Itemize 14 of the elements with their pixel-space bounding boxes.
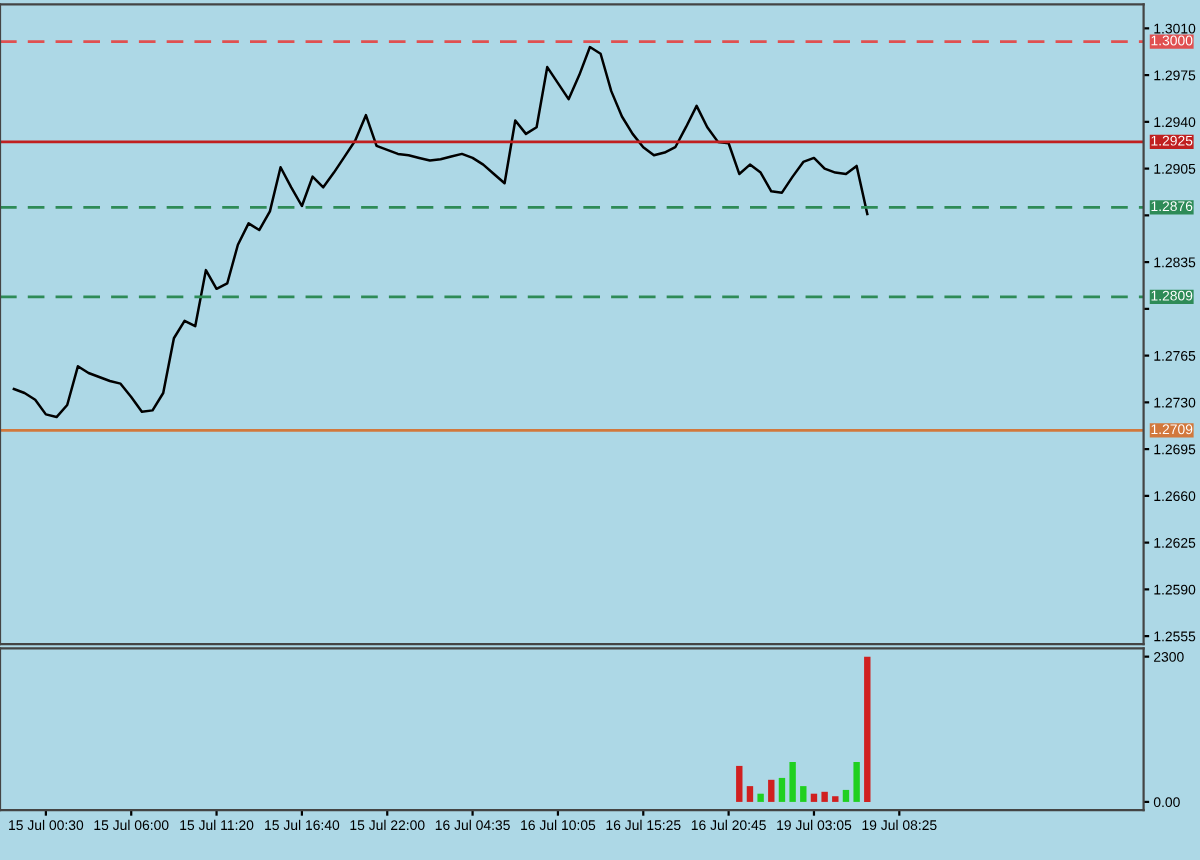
bar [853,762,860,802]
bar [768,779,775,802]
bar [757,793,764,802]
bar [800,786,807,802]
bar [778,777,786,802]
bar [842,789,850,802]
bar [736,765,743,802]
bar [810,793,818,802]
line-series [12,45,869,419]
bar [821,791,828,802]
bar [832,796,839,802]
bar [746,786,754,802]
bar [864,656,871,802]
bar [789,762,796,802]
